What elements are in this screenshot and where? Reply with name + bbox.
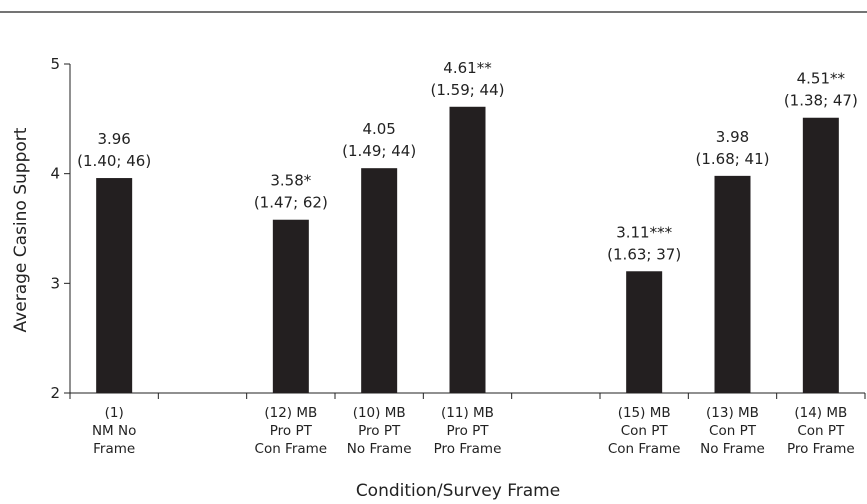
data-label: 3.98 — [716, 128, 749, 146]
x-axis-title: Condition/Survey Frame — [356, 481, 560, 501]
y-tick-label: 4 — [50, 165, 60, 183]
bar — [802, 117, 839, 393]
data-label: (1.38; 47) — [784, 92, 858, 110]
category-label: Con Frame — [255, 441, 328, 457]
y-axis: 2 3 4 5 — [50, 55, 71, 402]
data-label: 3.96 — [97, 130, 130, 148]
category-label: (11) MB — [441, 405, 494, 421]
data-label: (1.63; 37) — [607, 245, 681, 263]
y-tick-label: 5 — [50, 55, 60, 73]
bar — [96, 178, 133, 393]
bar — [626, 271, 663, 393]
data-label: 4.51** — [797, 70, 846, 88]
category-label: Pro Frame — [434, 441, 502, 457]
bars — [96, 106, 839, 394]
category-label: Pro PT — [446, 423, 489, 439]
data-label: 3.58* — [270, 172, 311, 190]
category-label: Con PT — [797, 423, 845, 439]
y-tick-label: 3 — [50, 274, 60, 292]
x-axis — [69, 392, 866, 399]
category-label: (1) — [105, 405, 124, 421]
category-label: (14) MB — [794, 405, 847, 421]
category-label: Pro Frame — [787, 441, 855, 457]
data-label: (1.49; 44) — [342, 142, 416, 160]
data-label: 4.05 — [362, 120, 395, 138]
category-label: (15) MB — [618, 405, 671, 421]
y-tick-label: 2 — [50, 384, 60, 402]
category-label: (13) MB — [706, 405, 759, 421]
data-label: 4.61** — [443, 59, 492, 77]
category-label: Pro PT — [270, 423, 313, 439]
bar — [449, 106, 486, 394]
data-label: (1.68; 41) — [695, 150, 769, 168]
category-labels: (1) NM No Frame (12) MB Pro PT Con Frame (10) … — [92, 405, 855, 457]
data-label: (1.59; 44) — [430, 81, 504, 99]
data-label: (1.40; 46) — [77, 152, 151, 170]
category-label: Pro PT — [358, 423, 401, 439]
y-axis-title: Average Casino Support — [11, 127, 31, 332]
category-label: Con PT — [709, 423, 757, 439]
bar — [272, 219, 309, 393]
data-label: (1.47; 62) — [254, 194, 328, 212]
category-label: Frame — [93, 441, 135, 457]
category-label: Con PT — [621, 423, 669, 439]
category-label: Con Frame — [608, 441, 681, 457]
bar — [361, 168, 398, 393]
data-label: 3.11*** — [616, 223, 672, 241]
data-labels: 3.96 (1.40; 46) 3.58* (1.47; 62) 4.05 (1.49; … — [77, 59, 858, 263]
category-label: NM No — [92, 423, 136, 439]
category-label: No Frame — [700, 441, 765, 457]
category-label: (10) MB — [353, 405, 406, 421]
category-label: (12) MB — [264, 405, 317, 421]
category-label: No Frame — [347, 441, 412, 457]
bar — [714, 175, 751, 393]
